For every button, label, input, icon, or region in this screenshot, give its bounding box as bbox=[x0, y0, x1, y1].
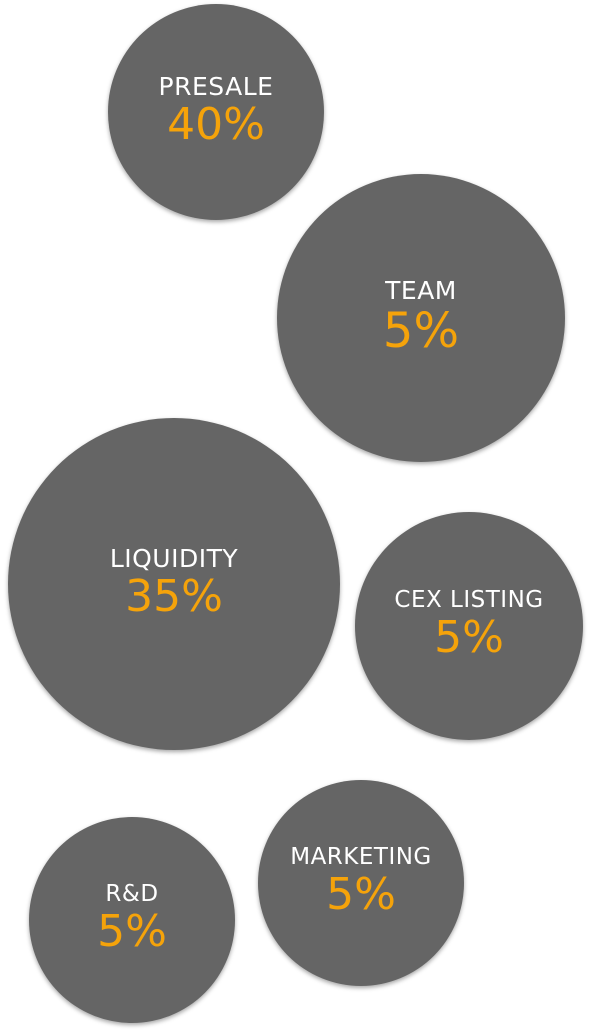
bubble-label: PRESALE bbox=[158, 71, 274, 101]
bubble-value: 5% bbox=[382, 303, 460, 360]
bubble-value: 5% bbox=[97, 906, 167, 958]
bubble-label: MARKETING bbox=[290, 844, 432, 871]
bubble-label: R&D bbox=[105, 881, 159, 908]
bubble-value: 35% bbox=[125, 571, 223, 623]
marketing-bubble: MARKETING 5% bbox=[258, 780, 464, 986]
bubble-value: 40% bbox=[167, 99, 265, 151]
bubble-label: CEX LISTING bbox=[394, 587, 544, 614]
team-bubble: TEAM 5% bbox=[277, 174, 565, 462]
rnd-bubble: R&D 5% bbox=[29, 817, 235, 1023]
presale-bubble: PRESALE 40% bbox=[108, 4, 324, 220]
cex-listing-bubble: CEX LISTING 5% bbox=[355, 512, 583, 740]
liquidity-bubble: LIQUIDITY 35% bbox=[8, 418, 340, 750]
bubble-value: 5% bbox=[434, 612, 504, 664]
bubble-label: TEAM bbox=[385, 275, 457, 305]
bubble-value: 5% bbox=[326, 869, 396, 921]
bubble-label: LIQUIDITY bbox=[109, 543, 239, 573]
